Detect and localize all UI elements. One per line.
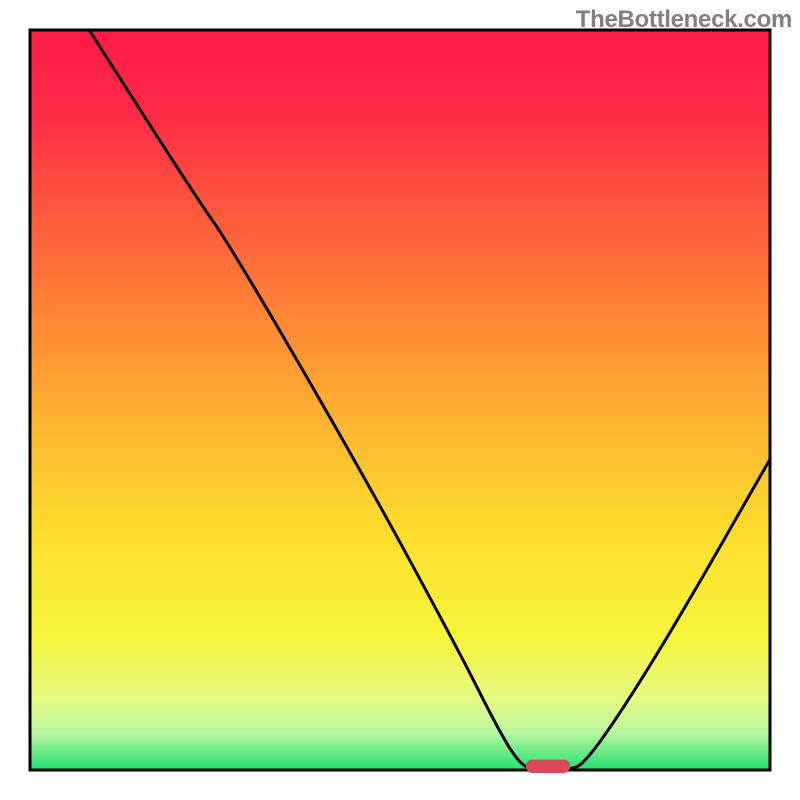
chart-background bbox=[30, 30, 770, 770]
bottleneck-chart bbox=[0, 0, 800, 800]
chart-container: TheBottleneck.com bbox=[0, 0, 800, 800]
optimal-marker bbox=[526, 760, 570, 773]
